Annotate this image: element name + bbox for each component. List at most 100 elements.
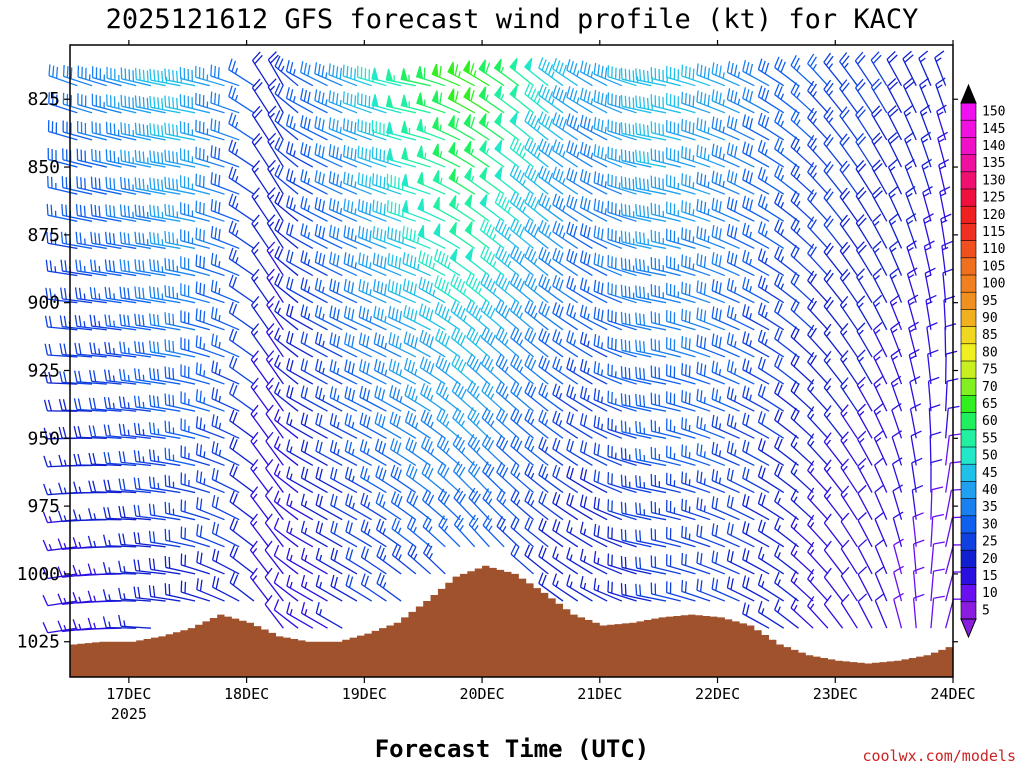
barb-full: [639, 503, 642, 515]
barb-full: [350, 282, 355, 294]
barb-full: [381, 416, 386, 428]
barb-half: [78, 623, 82, 631]
barb-full: [425, 545, 433, 557]
wind-barb: [164, 501, 196, 521]
wind-barb: [359, 359, 387, 385]
barb-full: [321, 254, 326, 266]
barb-half: [252, 520, 258, 527]
wind-barb: [133, 368, 166, 385]
barb-full: [357, 145, 360, 158]
barb-half: [218, 395, 222, 403]
barb-full: [395, 362, 400, 374]
wind-barb: [357, 199, 387, 222]
barb-staff: [121, 133, 152, 141]
wind-barb: [180, 310, 210, 331]
barb-full: [249, 540, 258, 551]
barb-half: [253, 221, 259, 228]
barb-full: [332, 226, 336, 238]
barb-staff: [252, 60, 270, 87]
barb-full: [123, 341, 126, 354]
barb-staff: [229, 528, 255, 548]
barb-full: [346, 92, 349, 105]
barb-full: [304, 414, 309, 426]
barb-full: [315, 385, 319, 398]
barb-staff: [420, 393, 446, 412]
barb-staff: [389, 422, 417, 439]
wind-barb: [300, 493, 328, 521]
barb-staff: [211, 398, 240, 412]
wind-barb: [210, 145, 240, 168]
barb-full: [643, 286, 646, 299]
barb-full: [318, 252, 322, 265]
wind-barb: [210, 118, 240, 141]
barb-full: [394, 493, 400, 505]
barb-full: [172, 97, 175, 109]
barb-staff: [62, 186, 93, 195]
wind-barb: [102, 562, 137, 575]
barb-full: [620, 311, 623, 324]
wind-barb: [88, 425, 122, 439]
barb-half: [235, 175, 239, 183]
barb-full: [78, 370, 82, 383]
barb-full: [329, 332, 333, 344]
barb-full: [335, 66, 339, 78]
barb-staff: [274, 65, 299, 87]
barb-full: [164, 122, 167, 135]
barb-full: [203, 284, 206, 296]
barb-full: [232, 358, 238, 370]
barb-staff: [47, 186, 78, 195]
wind-barb: [329, 332, 358, 358]
barb-staff: [265, 386, 284, 412]
barb-full: [347, 388, 352, 400]
barb-full: [425, 307, 430, 319]
barb-staff: [315, 261, 343, 277]
barb-half: [597, 557, 600, 565]
barb-staff: [286, 612, 314, 629]
barb-staff: [274, 120, 299, 141]
barb-full: [373, 305, 377, 318]
barb-half: [252, 466, 258, 473]
barb-full: [199, 579, 203, 592]
barb-full: [364, 148, 368, 160]
barb-staff: [300, 234, 328, 250]
barb-full: [231, 249, 237, 262]
wind-barb: [180, 499, 210, 521]
wind-barb: [388, 358, 417, 385]
barb-full: [267, 78, 277, 88]
barb-full: [350, 255, 354, 267]
barb-full: [168, 69, 171, 81]
barb-half: [48, 544, 53, 551]
barb-half: [688, 425, 691, 432]
barb-staff: [48, 75, 78, 87]
barb-full: [423, 542, 430, 554]
barb-staff: [286, 531, 314, 548]
barb-full: [684, 499, 687, 512]
barb-full: [348, 495, 353, 507]
barb-staff: [372, 210, 402, 222]
wind-barb: [328, 117, 358, 141]
barb-full: [318, 495, 323, 508]
barb-full: [109, 205, 112, 217]
barb-full: [363, 494, 369, 507]
barb-full: [321, 200, 326, 212]
barb-full: [286, 466, 291, 478]
wind-barb: [416, 171, 446, 195]
barb-staff: [165, 485, 196, 494]
barb-full: [107, 507, 111, 519]
wind-barb: [58, 398, 93, 412]
barb-full: [47, 399, 52, 412]
barb-full: [421, 436, 427, 448]
barb-full: [332, 253, 336, 265]
barb-full: [211, 306, 214, 319]
barb-staff: [376, 582, 402, 602]
barb-staff: [344, 423, 372, 439]
barb-full: [94, 204, 97, 217]
barb-half: [428, 526, 433, 533]
wind-barb: [391, 544, 417, 575]
barb-staff: [267, 168, 284, 195]
barb-half: [321, 286, 325, 293]
barb-full: [409, 255, 413, 267]
barb-full: [161, 179, 164, 192]
wind-barb: [118, 614, 151, 629]
barb-full: [681, 118, 684, 131]
